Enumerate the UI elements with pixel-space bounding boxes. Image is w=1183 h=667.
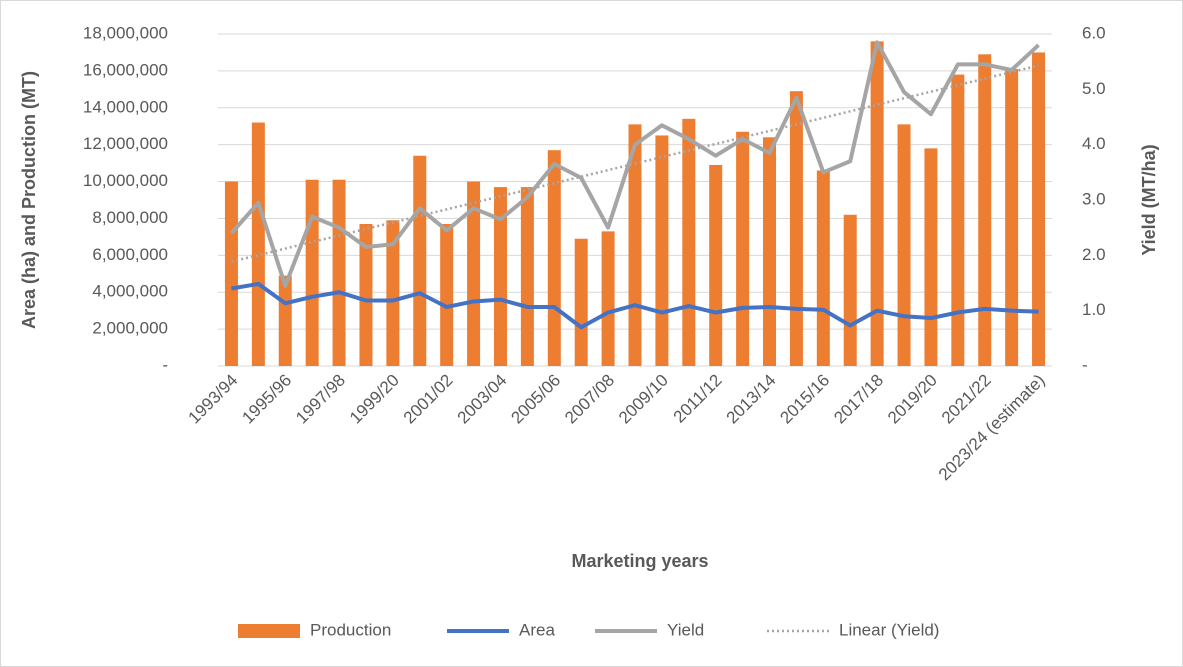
bar <box>520 187 534 366</box>
y-tick-label: 18,000,000 <box>83 23 168 42</box>
bar <box>897 124 911 366</box>
y2-tick-label: 2.0 <box>1082 245 1106 264</box>
y-tick-label: 2,000,000 <box>92 319 168 338</box>
bar <box>924 148 938 366</box>
bar <box>1005 69 1019 367</box>
y2-axis-title: Yield (MT/ha) <box>1139 144 1159 255</box>
legend-swatch <box>238 624 300 638</box>
y2-tick-label: 5.0 <box>1082 79 1106 98</box>
y-tick-label: 4,000,000 <box>92 282 168 301</box>
y2-tick-label: 1.0 <box>1082 300 1106 319</box>
bar <box>359 223 373 366</box>
y2-tick-label: 3.0 <box>1082 189 1106 208</box>
legend-label: Area <box>519 620 555 639</box>
bar <box>278 275 292 366</box>
y-tick-label: 14,000,000 <box>83 97 168 116</box>
bar <box>763 137 777 366</box>
bar <box>413 155 427 366</box>
y-tick-label: 10,000,000 <box>83 171 168 190</box>
bar <box>601 231 615 366</box>
legend-label: Production <box>310 620 391 639</box>
legend-label: Linear (Yield) <box>839 620 939 639</box>
bar <box>493 187 507 366</box>
bar <box>440 223 454 366</box>
bar <box>870 41 884 366</box>
bar <box>467 181 481 366</box>
y-tick-label: 6,000,000 <box>92 245 168 264</box>
bar <box>251 122 265 367</box>
bar <box>224 181 238 366</box>
y-axis-title: Area (ha) and Production (MT) <box>19 71 39 329</box>
x-axis-title: Marketing years <box>571 551 708 571</box>
trend-line <box>231 64 1039 263</box>
line <box>231 281 1039 330</box>
y2-tick-label: 6.0 <box>1082 23 1106 42</box>
y-tick-label: 8,000,000 <box>92 208 168 227</box>
legend-label: Yield <box>667 620 704 639</box>
bar <box>951 74 965 367</box>
bar <box>655 135 669 366</box>
bar <box>1032 52 1046 366</box>
bar <box>682 118 696 366</box>
bar <box>332 179 346 366</box>
bar <box>816 170 830 366</box>
bar <box>574 238 588 366</box>
bar <box>736 131 750 366</box>
bar <box>843 214 857 366</box>
y2-tick-label: 4.0 <box>1082 134 1106 153</box>
y2-tick-label: - <box>1082 355 1088 374</box>
y-tick-label: - <box>162 355 168 374</box>
bar <box>709 164 723 366</box>
bar <box>547 150 561 366</box>
bar <box>386 220 400 366</box>
line <box>229 40 1040 288</box>
y-tick-label: 12,000,000 <box>83 134 168 153</box>
bar <box>789 91 803 366</box>
bar <box>978 54 992 367</box>
bar <box>305 179 319 366</box>
y-tick-label: 16,000,000 <box>83 60 168 79</box>
